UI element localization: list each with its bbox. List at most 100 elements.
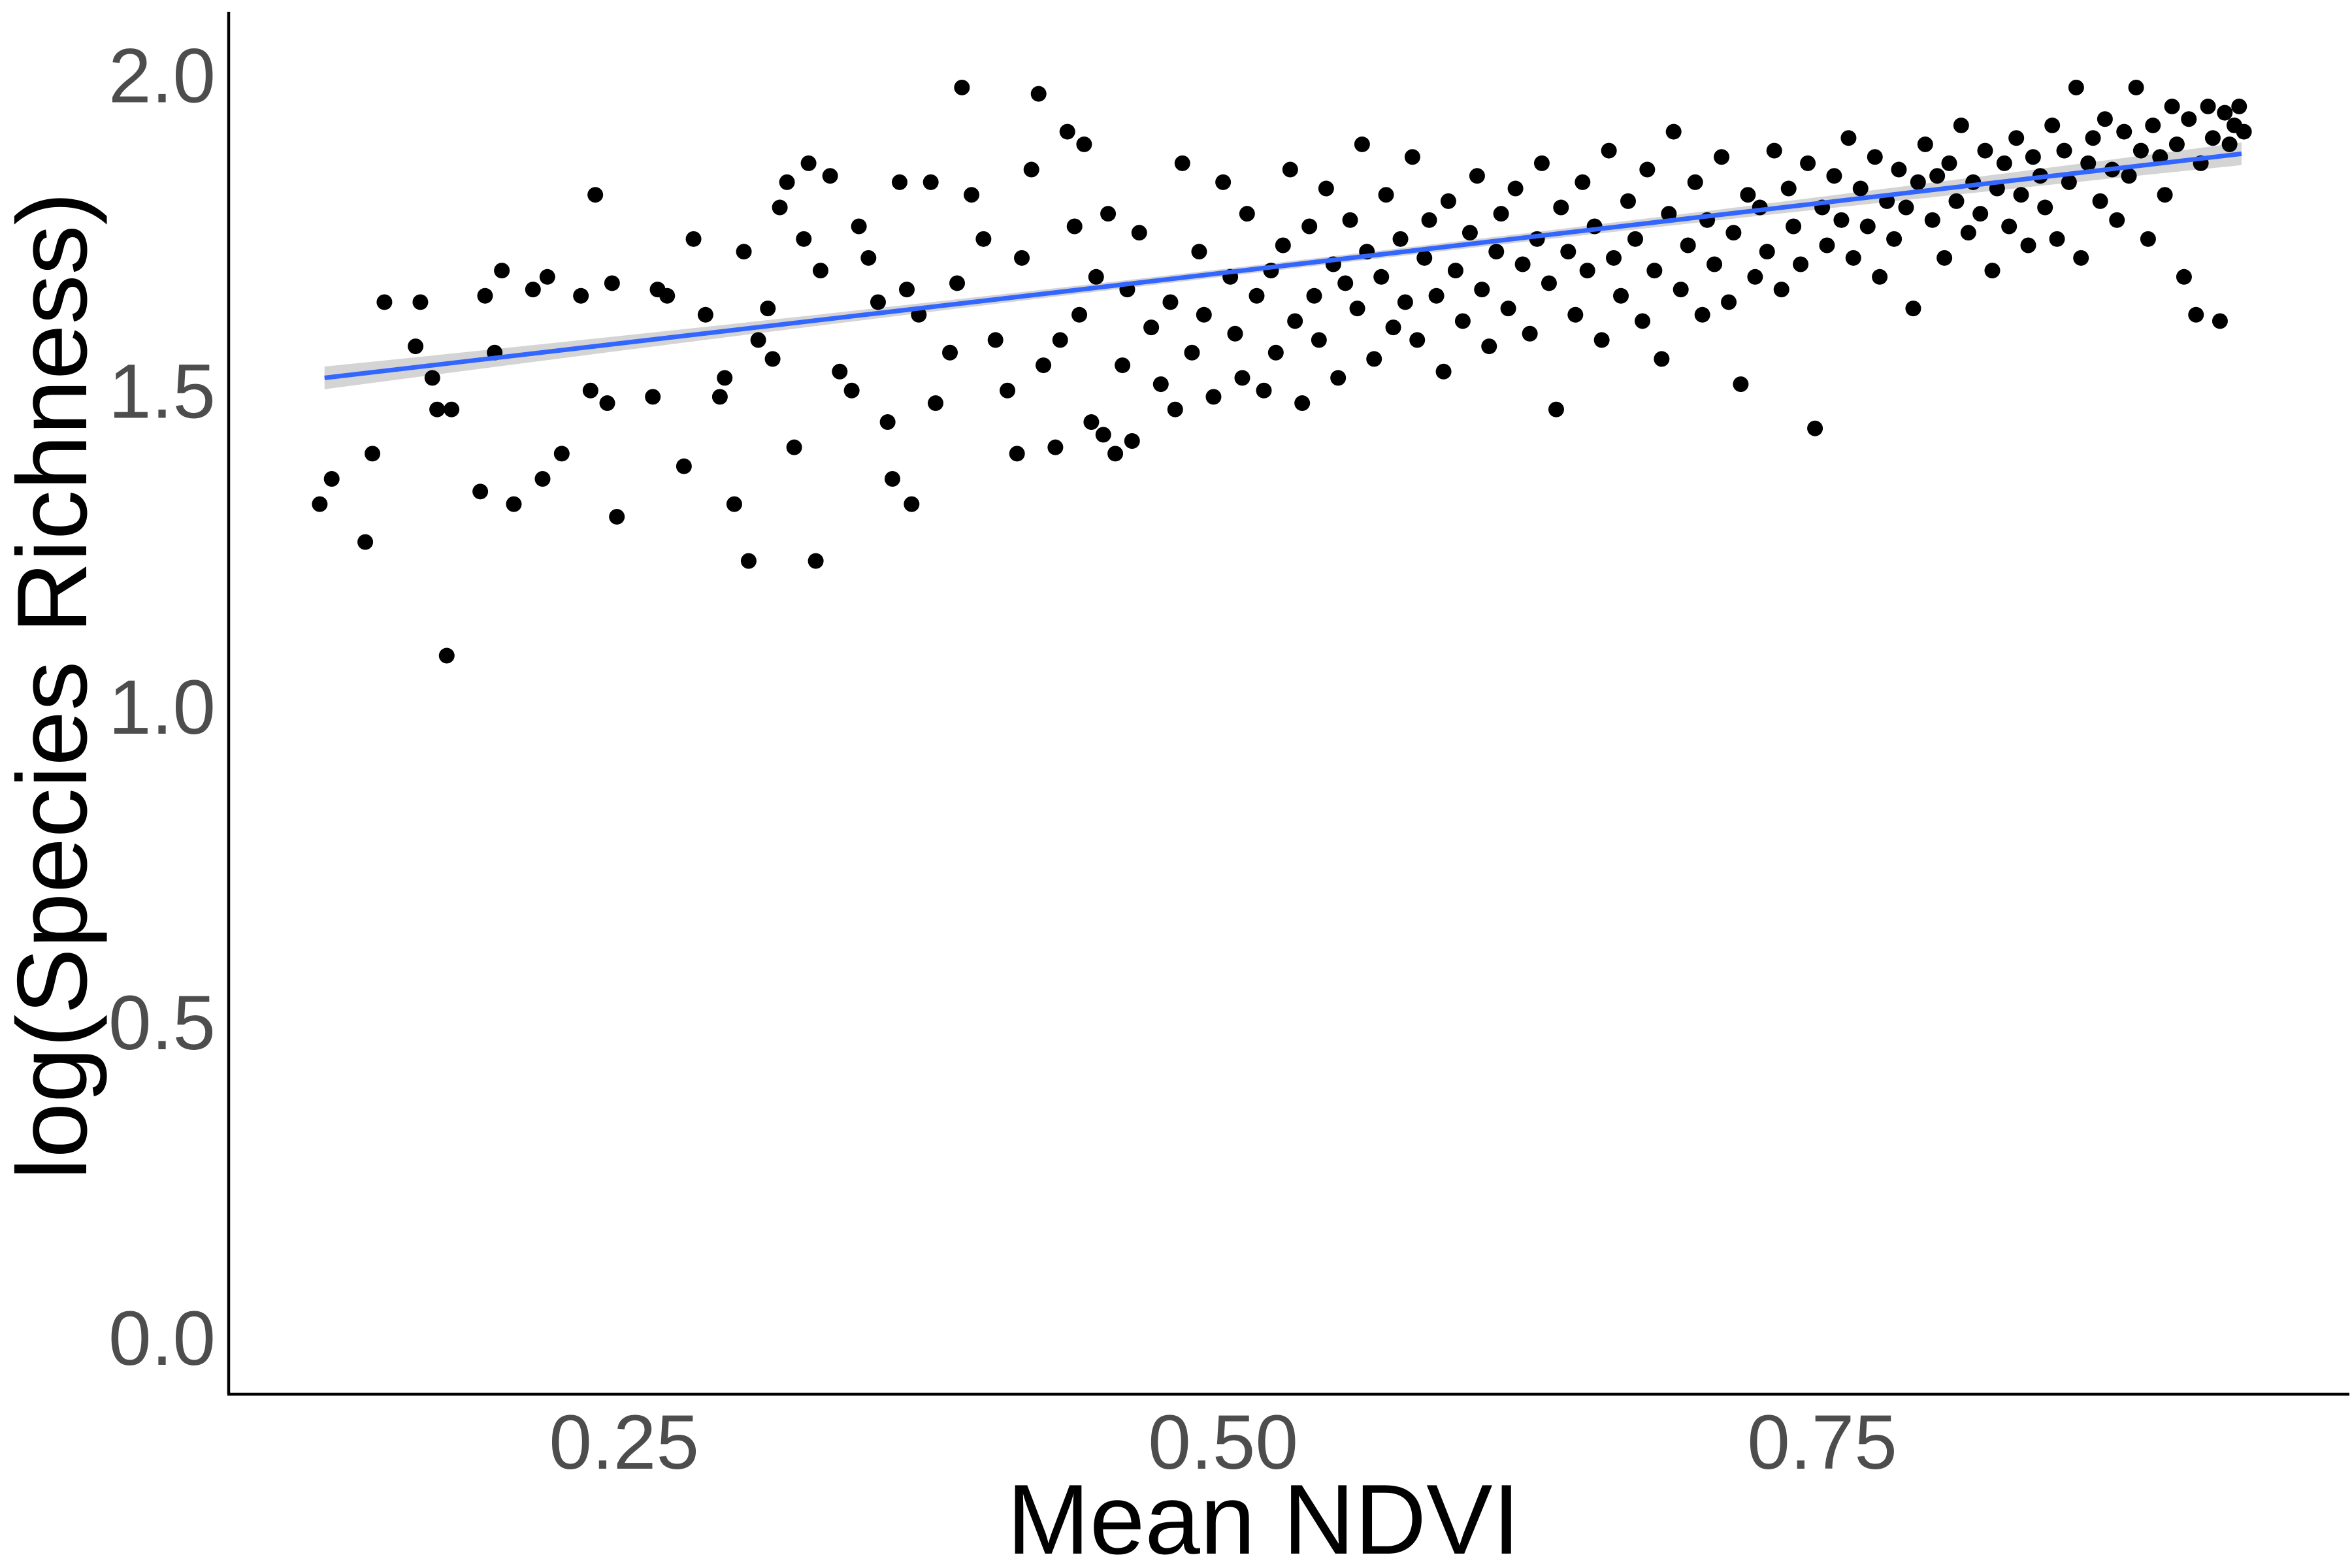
data-point	[376, 294, 393, 310]
data-point	[1996, 155, 2012, 171]
data-point	[832, 363, 848, 380]
data-point	[609, 508, 625, 525]
data-point	[1205, 389, 1222, 405]
data-point	[1654, 351, 1670, 367]
data-point	[1514, 256, 1531, 272]
data-point	[1852, 180, 1869, 197]
data-point	[1773, 282, 1789, 298]
data-point	[1267, 344, 1284, 361]
data-point	[1780, 180, 1797, 197]
data-point	[1131, 225, 1147, 241]
data-point	[1066, 218, 1083, 235]
data-point	[1941, 155, 1957, 171]
y-tick-label: 0.5	[108, 980, 216, 1066]
data-point	[494, 263, 510, 279]
data-point	[891, 174, 907, 190]
y-tick-label: 1.0	[108, 664, 216, 751]
data-point	[1095, 427, 1111, 443]
data-point	[1740, 187, 1756, 203]
data-point	[2132, 142, 2149, 159]
data-point	[2092, 193, 2108, 209]
data-point	[1579, 263, 1595, 279]
data-point	[1826, 168, 1842, 184]
data-point	[323, 470, 340, 487]
data-point	[659, 287, 676, 304]
data-point	[1167, 401, 1183, 417]
data-point	[1447, 263, 1463, 279]
data-point	[2212, 313, 2228, 329]
data-point	[1287, 313, 1303, 329]
data-point	[1311, 332, 1327, 348]
data-point	[1948, 193, 1965, 209]
data-point	[779, 174, 795, 190]
data-point	[870, 294, 886, 310]
data-point	[1548, 401, 1564, 417]
data-point	[1936, 250, 1953, 266]
data-point	[2121, 168, 2137, 184]
data-point	[736, 244, 752, 260]
data-point	[1635, 313, 1650, 329]
data-point	[796, 231, 812, 247]
data-point	[2140, 231, 2156, 247]
data-point	[1052, 332, 1068, 348]
data-point	[1924, 212, 1940, 228]
data-point	[1174, 155, 1190, 171]
data-point	[1469, 168, 1485, 184]
data-point	[1373, 269, 1390, 285]
data-point	[1454, 313, 1471, 329]
data-point	[2204, 130, 2221, 146]
data-point	[898, 282, 915, 298]
data-point	[1793, 256, 1809, 272]
data-point	[884, 470, 900, 487]
data-point	[843, 382, 860, 399]
x-tick-label: 0.75	[1747, 1399, 1897, 1486]
data-point	[1196, 306, 1212, 323]
data-point	[1397, 294, 1413, 310]
data-point	[2145, 117, 2161, 133]
data-point	[964, 187, 980, 203]
data-point	[1124, 433, 1140, 449]
data-point	[506, 496, 522, 512]
data-point	[1474, 282, 1490, 298]
data-point	[2044, 117, 2061, 133]
data-point	[1227, 325, 1243, 342]
data-point	[1184, 344, 1200, 361]
data-point	[949, 275, 966, 291]
data-point	[1707, 256, 1723, 272]
data-point	[1215, 174, 1232, 190]
data-point	[1560, 244, 1576, 260]
data-point	[1819, 237, 1835, 253]
data-point	[2164, 98, 2180, 114]
data-point	[750, 332, 766, 348]
data-point	[1872, 269, 1888, 285]
data-point	[2176, 269, 2192, 285]
data-point	[1349, 301, 1365, 317]
data-point	[2068, 79, 2084, 95]
data-point	[1541, 275, 1557, 291]
data-point	[1759, 244, 1775, 260]
data-point	[477, 287, 493, 304]
data-point	[1533, 155, 1550, 171]
data-point	[1191, 244, 1207, 260]
data-point	[2001, 218, 2017, 235]
data-point	[408, 338, 424, 355]
data-point	[1593, 332, 1610, 348]
data-point	[1294, 395, 1311, 412]
data-point	[1886, 231, 1903, 247]
data-point	[1421, 212, 1437, 228]
data-point	[1639, 161, 1656, 178]
data-point	[760, 301, 776, 317]
data-point	[1725, 225, 1742, 241]
data-point	[2116, 123, 2132, 140]
data-point	[1306, 287, 1322, 304]
data-point	[1488, 244, 1505, 260]
data-point	[2128, 79, 2144, 95]
data-point	[2188, 306, 2204, 323]
data-point	[1721, 294, 1737, 310]
data-point	[808, 553, 824, 569]
data-point	[1905, 301, 1921, 317]
data-point	[2217, 105, 2233, 121]
data-point	[2200, 98, 2216, 114]
data-point	[685, 231, 702, 247]
data-point	[975, 231, 992, 247]
